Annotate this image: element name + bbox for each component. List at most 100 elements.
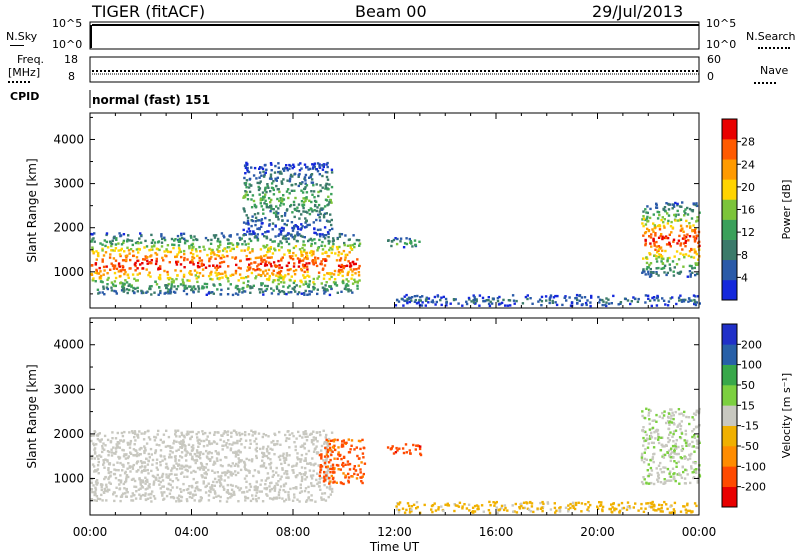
echo-cell-1 bbox=[269, 162, 273, 165]
echo-cell-0 bbox=[155, 462, 158, 465]
echo-cell-3 bbox=[652, 508, 655, 511]
echo-cell-0 bbox=[105, 265, 108, 268]
echo-cell-0 bbox=[354, 272, 357, 275]
echo-cell-0 bbox=[102, 442, 105, 445]
echo-cell-0 bbox=[237, 500, 240, 503]
echo-cell-0 bbox=[300, 292, 303, 295]
echo-cell-1 bbox=[288, 180, 292, 183]
echo-cell-4 bbox=[655, 267, 658, 270]
echo-cell-4 bbox=[650, 233, 653, 236]
echo-cell-0 bbox=[236, 486, 240, 489]
echo-cell-3 bbox=[532, 510, 535, 514]
echo-cell-0 bbox=[310, 251, 313, 254]
echo-cell-0 bbox=[201, 268, 205, 271]
echo-cell-0 bbox=[182, 284, 185, 287]
echo-cell-1 bbox=[311, 178, 314, 181]
echo-cell-1 bbox=[355, 446, 358, 449]
echo-cell-0 bbox=[216, 273, 219, 276]
echo-cell-0 bbox=[140, 461, 144, 465]
echo-cell-0 bbox=[345, 264, 349, 267]
echo-cell-3 bbox=[496, 511, 499, 514]
echo-cell-3 bbox=[596, 507, 600, 510]
echo-cell-0 bbox=[310, 499, 314, 502]
echo-cell-0 bbox=[278, 233, 281, 236]
echo-cell-1 bbox=[247, 186, 251, 189]
echo-cell-0 bbox=[182, 249, 186, 253]
colorbar-tick-label: 12 bbox=[741, 226, 755, 239]
echo-cell-0 bbox=[336, 291, 339, 294]
echo-cell-4 bbox=[643, 478, 646, 481]
echo-cell-0 bbox=[130, 495, 133, 498]
echo-cell-4 bbox=[642, 268, 645, 271]
echo-cell-0 bbox=[138, 237, 141, 240]
echo-cell-0 bbox=[229, 496, 232, 499]
echo-cell-0 bbox=[139, 232, 142, 235]
echo-cell-1 bbox=[311, 193, 314, 196]
echo-cell-1 bbox=[315, 218, 318, 222]
echo-cell-1 bbox=[251, 194, 255, 197]
echo-cell-3 bbox=[574, 501, 578, 505]
echo-cell-3 bbox=[433, 295, 437, 299]
echo-cell-1 bbox=[300, 227, 303, 230]
echo-cell-0 bbox=[263, 235, 266, 238]
echo-cell-0 bbox=[143, 451, 146, 455]
echo-cell-0 bbox=[305, 500, 308, 503]
echo-cell-0 bbox=[296, 474, 299, 477]
echo-cell-4 bbox=[664, 249, 667, 253]
echo-cell-0 bbox=[279, 233, 283, 236]
echo-cell-0 bbox=[269, 461, 273, 465]
echo-cell-0 bbox=[179, 283, 183, 286]
echo-cell-0 bbox=[285, 476, 288, 479]
echo-cell-0 bbox=[185, 292, 189, 296]
echo-cell-3 bbox=[463, 503, 466, 506]
echo-cell-0 bbox=[117, 455, 120, 459]
echo-cell-1 bbox=[323, 475, 326, 478]
echo-cell-0 bbox=[213, 253, 216, 256]
echo-cell-0 bbox=[240, 276, 243, 280]
echo-cell-3 bbox=[601, 509, 604, 513]
echo-cell-1 bbox=[260, 218, 264, 221]
echo-cell-0 bbox=[235, 452, 238, 456]
freq-tick-top: 18 bbox=[64, 53, 78, 66]
echo-cell-1 bbox=[316, 206, 319, 209]
echo-cell-1 bbox=[297, 210, 301, 213]
echo-cell-0 bbox=[151, 239, 155, 242]
echo-cell-0 bbox=[219, 464, 223, 467]
echo-cell-0 bbox=[133, 436, 136, 439]
echo-cell-2 bbox=[392, 238, 396, 242]
echo-cell-1 bbox=[304, 173, 308, 177]
echo-cell-4 bbox=[692, 461, 695, 464]
echo-cell-4 bbox=[666, 236, 670, 240]
echo-cell-0 bbox=[198, 468, 202, 471]
echo-cell-0 bbox=[150, 233, 153, 237]
echo-cell-3 bbox=[670, 511, 673, 514]
echo-cell-0 bbox=[241, 432, 244, 436]
echo-cell-0 bbox=[128, 252, 131, 255]
echo-cell-0 bbox=[158, 248, 161, 252]
echo-cell-0 bbox=[294, 268, 298, 272]
echo-cell-4 bbox=[649, 466, 653, 470]
echo-cell-0 bbox=[205, 484, 209, 488]
echo-cell-0 bbox=[137, 251, 140, 254]
echo-cell-0 bbox=[226, 433, 229, 436]
echo-cell-0 bbox=[195, 250, 198, 253]
echo-cell-0 bbox=[198, 256, 201, 260]
echo-cell-1 bbox=[363, 446, 366, 450]
echo-cell-0 bbox=[114, 243, 118, 246]
echo-cell-1 bbox=[265, 168, 268, 171]
echo-cell-1 bbox=[259, 198, 262, 201]
echo-cell-0 bbox=[133, 431, 137, 434]
nsky-label: N.Sky bbox=[6, 30, 38, 43]
echo-cell-0 bbox=[251, 458, 254, 461]
echo-cell-0 bbox=[327, 437, 331, 441]
echo-cell-1 bbox=[337, 451, 340, 454]
echo-cell-1 bbox=[293, 172, 297, 175]
echo-cell-0 bbox=[219, 481, 222, 485]
echo-cell-0 bbox=[273, 489, 277, 492]
echo-cell-3 bbox=[584, 503, 587, 506]
echo-cell-0 bbox=[159, 289, 162, 293]
echo-cell-0 bbox=[184, 454, 187, 457]
echo-cell-4 bbox=[673, 449, 676, 453]
echo-cell-0 bbox=[114, 247, 118, 250]
echo-cell-4 bbox=[642, 482, 645, 486]
